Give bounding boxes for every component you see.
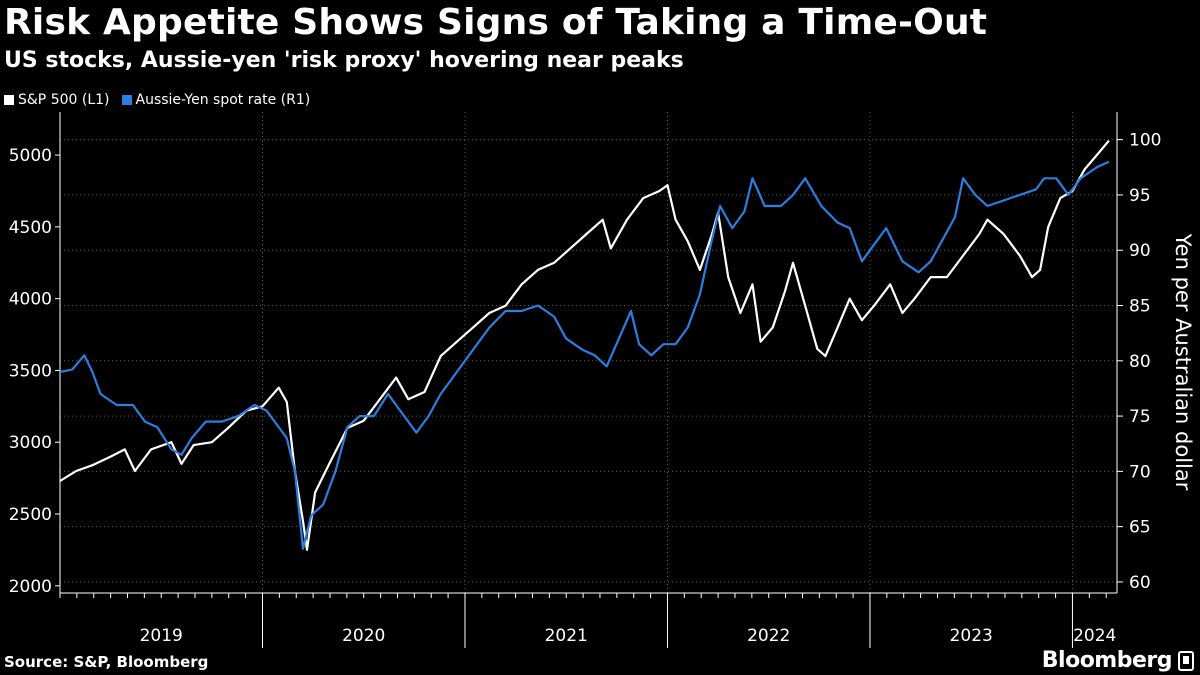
left-tick-label: 4500 bbox=[9, 218, 52, 238]
x-tick-label: 2019 bbox=[140, 626, 183, 646]
left-tick-label: 3000 bbox=[9, 433, 52, 453]
left-tick-label: 4000 bbox=[9, 290, 52, 310]
series-group bbox=[59, 139, 1110, 551]
left-tick-label: 3500 bbox=[9, 361, 52, 381]
legend-item-sp500: S&P 500 (L1) bbox=[4, 92, 110, 108]
bloomberg-logo: Bloomberg bbox=[1042, 648, 1194, 673]
right-tick-label: 90 bbox=[1129, 241, 1151, 261]
x-tick-label: 2024 bbox=[1073, 626, 1116, 646]
right-tick-label: 80 bbox=[1129, 352, 1151, 372]
left-tick-label: 2000 bbox=[9, 577, 52, 597]
grid bbox=[60, 112, 1117, 593]
left-tick-label: 5000 bbox=[9, 146, 52, 166]
legend: S&P 500 (L1) Aussie-Yen spot rate (R1) bbox=[4, 92, 316, 108]
chart-title: Risk Appetite Shows Signs of Taking a Ti… bbox=[4, 2, 988, 43]
series-line-aussie-yen bbox=[59, 160, 1110, 550]
legend-swatch-aussie-yen bbox=[121, 95, 132, 105]
x-tick-label: 2023 bbox=[950, 626, 993, 646]
legend-item-aussie-yen: Aussie-Yen spot rate (R1) bbox=[121, 92, 311, 108]
source-note: Source: S&P, Bloomberg bbox=[4, 653, 209, 671]
right-tick-label: 75 bbox=[1129, 407, 1151, 427]
right-axis-label: Yen per Australian dollar bbox=[1171, 233, 1195, 491]
x-tick-label: 2020 bbox=[342, 626, 385, 646]
right-tick-label: 85 bbox=[1129, 297, 1151, 317]
series-line-sp500 bbox=[59, 139, 1110, 551]
brand-name: Bloomberg bbox=[1041, 648, 1173, 673]
right-tick-label: 65 bbox=[1129, 518, 1151, 538]
x-tick-label: 2021 bbox=[545, 626, 588, 646]
legend-label-sp500: S&P 500 (L1) bbox=[18, 92, 110, 108]
bloomberg-logo-icon bbox=[1178, 650, 1194, 671]
x-tick-label: 2022 bbox=[747, 626, 790, 646]
legend-swatch-sp500 bbox=[4, 95, 14, 105]
axes: 60 65 70 75 80 85 90 95 100 2000 2500 3000 3500 4000 4… bbox=[9, 112, 1161, 648]
right-tick-label: 70 bbox=[1129, 462, 1151, 482]
chart-subtitle: US stocks, Aussie-yen 'risk proxy' hover… bbox=[4, 48, 684, 73]
right-tick-label: 100 bbox=[1129, 131, 1161, 151]
right-tick-label: 60 bbox=[1129, 573, 1151, 593]
left-tick-label: 2500 bbox=[9, 505, 52, 525]
legend-label-aussie-yen: Aussie-Yen spot rate (R1) bbox=[135, 92, 311, 108]
right-tick-label: 95 bbox=[1129, 186, 1151, 206]
